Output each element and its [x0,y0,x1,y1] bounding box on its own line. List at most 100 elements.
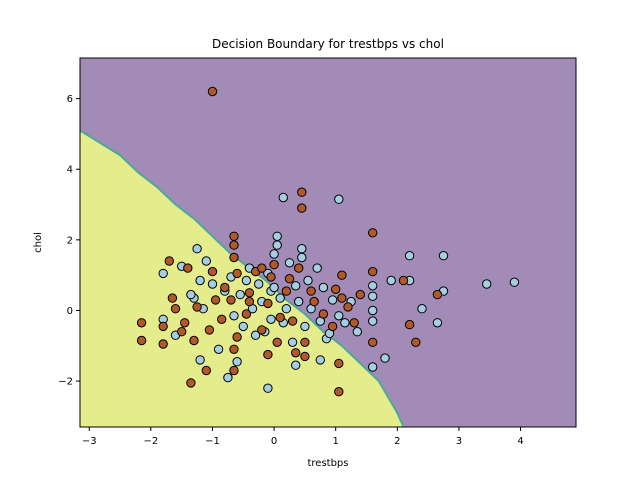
plot-area [80,58,576,427]
data-point-class-0 [303,275,313,286]
decision-region-class-0 [80,130,404,427]
data-point-class-1 [189,335,199,346]
data-point-class-0 [235,289,245,300]
data-point-class-1 [229,240,239,250]
data-point-class-1 [337,293,347,303]
data-point-class-1 [272,337,282,347]
data-point-class-1 [229,231,239,242]
data-point-class-1 [241,309,252,319]
data-point-class-1 [266,272,276,282]
data-point-class-1 [204,325,215,335]
data-point-class-1 [217,314,227,324]
data-point-class-1 [226,295,236,305]
data-point-class-0 [318,282,329,293]
data-point-class-0 [368,305,378,316]
data-point-class-0 [272,231,282,242]
data-point-class-0 [368,291,378,301]
data-point-class-0 [158,268,168,279]
y-tick-label: 4 [67,165,73,176]
data-point-class-1 [186,378,196,388]
data-point-class-0 [340,318,350,328]
data-point-class-0 [278,192,288,203]
data-point-class-0 [297,244,307,254]
data-point-class-0 [509,277,520,287]
data-point-class-1 [309,296,319,307]
data-point-class-1 [281,286,292,296]
y-tick-label: −2 [58,377,73,388]
data-point-class-0 [368,316,378,326]
data-point-class-0 [238,321,249,332]
data-point-class-0 [201,256,212,266]
data-point-class-0 [334,311,344,321]
data-point-class-0 [223,372,233,383]
data-point-class-1 [158,339,168,349]
data-point-class-1 [287,316,298,326]
data-point-class-1 [257,263,267,273]
data-point-class-1 [275,312,285,323]
data-point-class-1 [207,266,218,277]
data-point-class-1 [232,268,242,279]
data-point-class-1 [167,293,178,303]
data-point-class-1 [164,256,175,266]
data-point-class-0 [269,282,279,293]
data-point-class-0 [195,355,205,365]
y-tick-label: 6 [67,94,73,105]
data-point-class-0 [207,279,218,289]
data-point-class-1 [207,86,218,97]
data-point-class-1 [269,259,279,270]
data-point-class-1 [136,318,147,328]
data-point-class-0 [263,383,273,393]
data-point-class-1 [306,286,316,296]
data-point-class-0 [266,314,276,324]
data-point-class-1 [244,288,255,298]
data-point-class-1 [177,327,187,337]
data-point-class-1 [318,309,329,319]
data-point-class-1 [343,302,353,312]
x-tick-label: 0 [271,436,277,447]
x-tick-label: 2 [394,436,400,447]
data-point-class-0 [213,344,224,354]
data-point-class-1 [368,266,378,277]
x-tick-label: 4 [517,436,523,447]
data-point-class-1 [411,337,421,347]
data-point-class-1 [201,365,212,376]
data-point-class-1 [229,252,239,263]
data-point-class-1 [232,332,242,342]
data-point-class-1 [284,274,295,284]
scatter-points [136,86,520,397]
data-point-class-1 [398,275,409,286]
data-point-class-1 [229,344,239,354]
data-point-class-1 [294,263,304,273]
y-tick-label: 0 [67,306,73,317]
data-point-class-1 [334,387,344,397]
data-point-class-0 [368,281,378,291]
data-point-class-1 [180,318,190,328]
data-point-class-0 [272,240,282,250]
data-point-class-0 [284,258,295,268]
data-point-class-0 [417,304,427,314]
data-point-class-0 [291,360,301,370]
data-point-class-1 [136,335,147,346]
y-tick-label: 2 [67,235,73,246]
x-axis-ticks: −3 −2 −1 0 1 2 3 4 [82,427,524,447]
data-point-class-1 [297,203,307,213]
data-point-class-1 [404,319,415,330]
data-point-class-0 [291,281,301,291]
data-point-class-0 [327,295,338,305]
data-point-class-0 [269,249,279,259]
data-point-class-1 [300,351,310,362]
data-point-class-0 [404,251,415,261]
data-point-class-0 [294,296,304,307]
data-point-class-0 [380,353,390,363]
data-point-class-1 [210,295,221,305]
data-point-class-1 [334,358,344,369]
data-point-class-1 [327,321,338,332]
data-point-class-0 [297,252,307,263]
data-point-class-1 [368,337,378,347]
data-point-class-1 [244,296,255,307]
data-point-class-1 [337,270,347,280]
x-axis-label: trestbps [307,458,348,469]
data-point-class-0 [195,275,205,286]
x-tick-label: 1 [333,436,339,447]
